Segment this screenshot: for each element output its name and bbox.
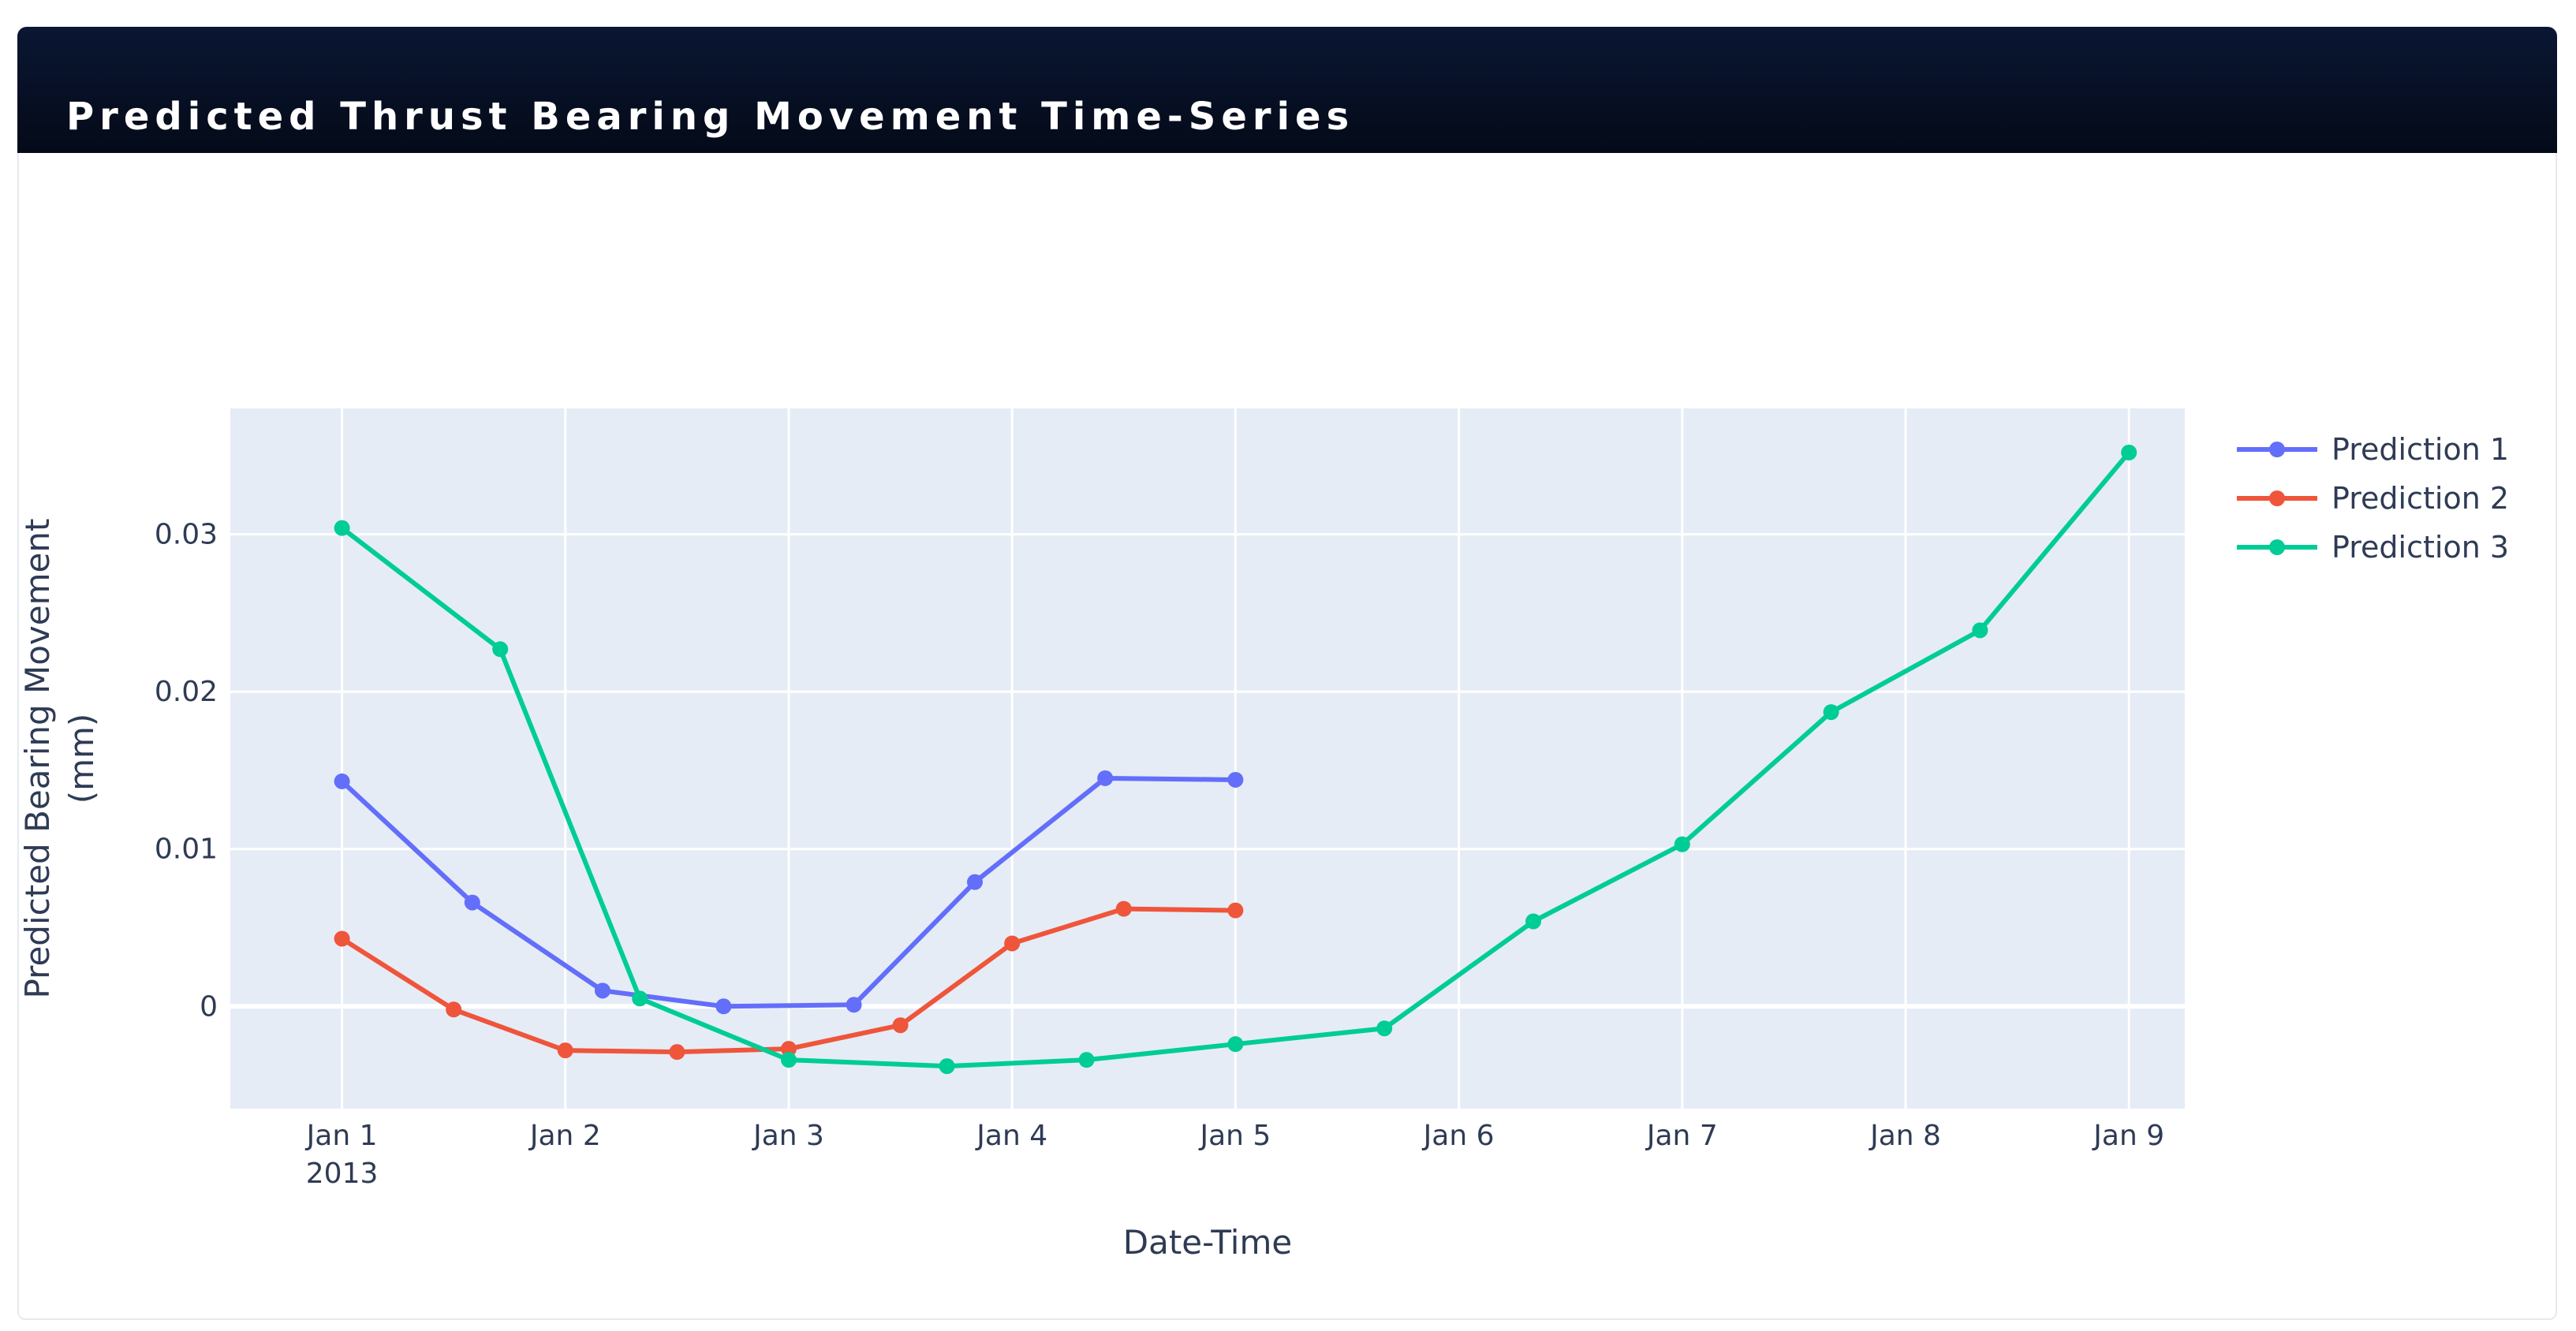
legend-label: Prediction 1 — [2331, 432, 2509, 467]
data-point — [1004, 935, 1021, 952]
data-point — [334, 930, 350, 947]
series-layer — [334, 444, 2137, 1075]
data-point — [781, 1041, 797, 1057]
data-point — [464, 894, 480, 911]
x-axis-title: Date-Time — [1123, 1223, 1292, 1262]
x-tick-label: Jan 6 — [1422, 1120, 1495, 1152]
data-point — [595, 982, 610, 999]
data-point — [669, 1044, 685, 1061]
series-1 — [334, 770, 1244, 1015]
data-point — [1376, 1020, 1393, 1037]
y-tick-label: 0.03 — [155, 519, 218, 551]
series-3 — [334, 444, 2137, 1075]
x-tick-label: Jan 7 — [1645, 1120, 1718, 1152]
plot-area — [230, 408, 2185, 1109]
data-point — [1227, 1036, 1244, 1053]
legend-swatch-marker — [2269, 539, 2285, 555]
data-point — [334, 773, 350, 789]
legend-label: Prediction 3 — [2331, 530, 2509, 565]
x-tick-label: Jan 1 — [305, 1120, 378, 1152]
data-point — [1972, 622, 1988, 639]
legend-swatch-marker — [2269, 490, 2285, 506]
data-point — [1115, 900, 1132, 917]
data-point — [1097, 770, 1114, 786]
y-tick-label: 0.02 — [155, 676, 218, 708]
data-point — [492, 641, 509, 658]
legend-item-2: Prediction 2 — [2237, 481, 2509, 516]
y-axis-title-line-1: Predicted Bearing Movement — [18, 519, 57, 999]
legend: Prediction 1 Prediction 2 Prediction 3 — [2237, 432, 2509, 565]
y-axis-ticks: 0 0.01 0.02 0.03 — [155, 519, 218, 1023]
data-point — [1525, 913, 1541, 930]
grid-lines — [230, 408, 2185, 1109]
series-2 — [334, 900, 1244, 1061]
y-axis-title: Predicted Bearing Movement (mm) — [18, 519, 101, 999]
y-tick-label: 0.01 — [155, 833, 218, 866]
data-point — [1227, 771, 1244, 788]
legend-item-1: Prediction 1 — [2237, 432, 2509, 467]
data-point — [846, 997, 862, 1013]
legend-item-3: Prediction 3 — [2237, 530, 2509, 565]
data-point — [1078, 1052, 1095, 1068]
data-point — [967, 874, 983, 890]
x-tick-label: Jan 3 — [752, 1120, 824, 1152]
data-point — [781, 1052, 797, 1068]
data-point — [2121, 444, 2137, 460]
series-1-line — [340, 775, 1236, 1009]
legend-swatch-marker — [2269, 442, 2285, 457]
data-point — [1823, 704, 1839, 721]
x-tick-label: Jan 2 — [528, 1120, 601, 1152]
panel-header — [17, 27, 2557, 153]
y-tick-label: 0 — [200, 990, 218, 1023]
data-point — [446, 1001, 462, 1018]
x-tick-label: Jan 4 — [975, 1120, 1047, 1152]
data-point — [557, 1042, 573, 1059]
data-point — [715, 998, 732, 1015]
data-point — [632, 990, 648, 1007]
y-axis-title-line-2: (mm) — [62, 714, 101, 804]
data-point — [892, 1017, 909, 1034]
x-tick-label: Jan 9 — [2092, 1120, 2164, 1152]
x-axis-ticks: Jan 1 2013 Jan 2 Jan 3 Jan 4 Jan 5 Jan 6 Jan 7 J… — [305, 1120, 2164, 1190]
panel-title: Predicted Thrust Bearing Movement Time-S… — [66, 95, 1355, 139]
x-tick-label: Jan 8 — [1869, 1120, 1941, 1152]
x-tick-label: Jan 5 — [1198, 1120, 1271, 1152]
x-tick-year-label: 2013 — [306, 1158, 379, 1190]
data-point — [1227, 902, 1244, 919]
data-point — [939, 1058, 955, 1075]
legend-label: Prediction 2 — [2331, 481, 2509, 516]
data-point — [1674, 836, 1690, 852]
data-point — [334, 520, 350, 536]
